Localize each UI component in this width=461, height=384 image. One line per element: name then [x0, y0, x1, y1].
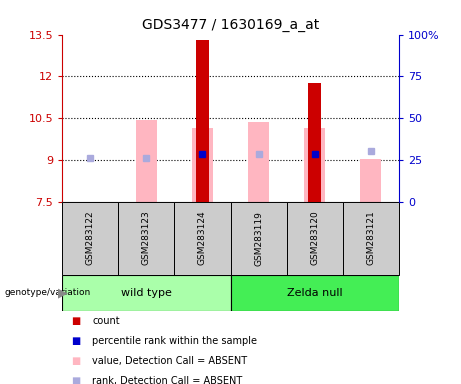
Text: GSM283124: GSM283124 — [198, 211, 207, 265]
Bar — [62, 275, 230, 311]
Text: GSM283119: GSM283119 — [254, 211, 263, 265]
Text: wild type: wild type — [121, 288, 172, 298]
Bar — [136, 120, 157, 202]
Bar — [343, 202, 399, 275]
Bar — [360, 159, 381, 202]
Text: GSM283123: GSM283123 — [142, 211, 151, 265]
Text: GSM283122: GSM283122 — [86, 211, 95, 265]
Text: ■: ■ — [71, 376, 81, 384]
Bar — [192, 128, 213, 202]
Text: ▶: ▶ — [58, 286, 67, 299]
Bar — [174, 202, 230, 275]
Bar — [287, 202, 343, 275]
Text: ■: ■ — [71, 356, 81, 366]
Text: genotype/variation: genotype/variation — [5, 288, 91, 297]
Text: rank, Detection Call = ABSENT: rank, Detection Call = ABSENT — [92, 376, 242, 384]
Text: value, Detection Call = ABSENT: value, Detection Call = ABSENT — [92, 356, 247, 366]
Text: Zelda null: Zelda null — [287, 288, 343, 298]
Text: percentile rank within the sample: percentile rank within the sample — [92, 336, 257, 346]
Bar — [196, 40, 209, 202]
Bar — [230, 275, 399, 311]
Bar — [62, 202, 118, 275]
Text: GSM283121: GSM283121 — [366, 211, 375, 265]
Bar — [230, 202, 287, 275]
Text: count: count — [92, 316, 120, 326]
Text: ■: ■ — [71, 316, 81, 326]
Title: GDS3477 / 1630169_a_at: GDS3477 / 1630169_a_at — [142, 18, 319, 32]
Bar — [248, 122, 269, 202]
Bar — [118, 202, 174, 275]
Bar — [308, 83, 321, 202]
Text: GSM283120: GSM283120 — [310, 211, 319, 265]
Bar — [304, 128, 325, 202]
Text: ■: ■ — [71, 336, 81, 346]
